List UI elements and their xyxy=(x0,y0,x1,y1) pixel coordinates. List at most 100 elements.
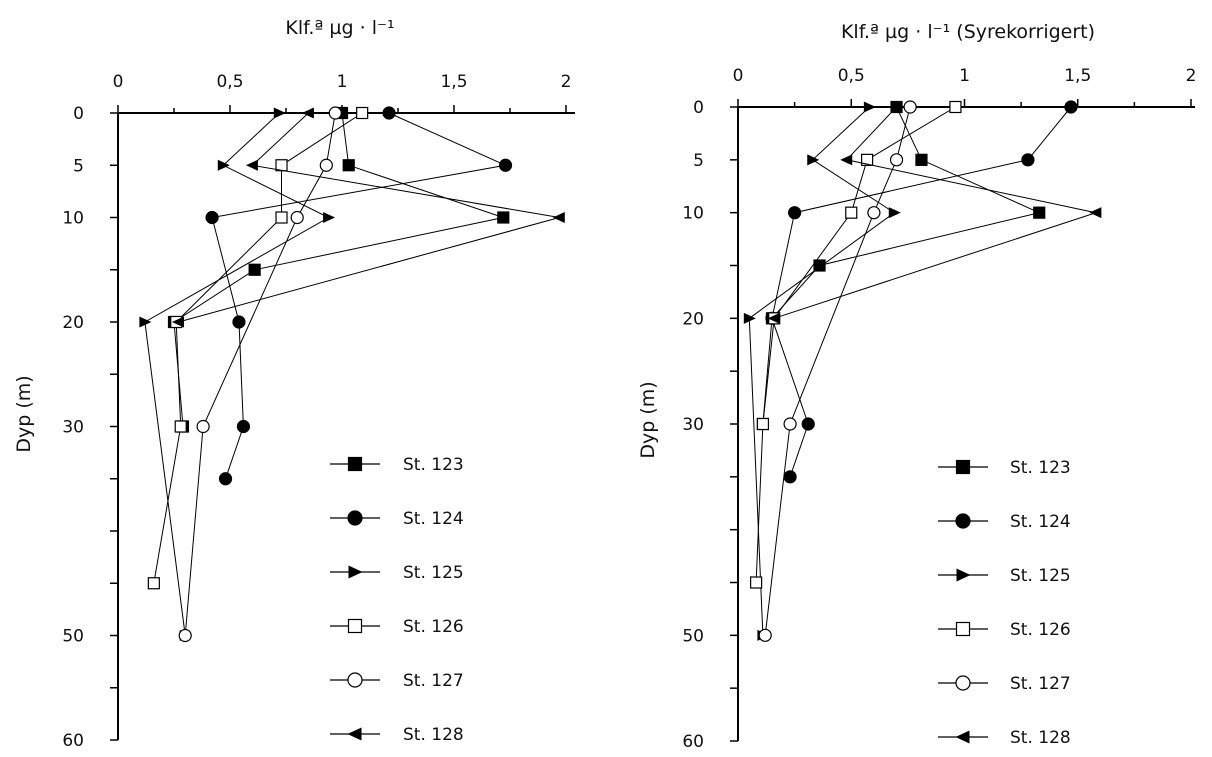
data-point xyxy=(801,417,815,431)
series-line xyxy=(771,106,1072,477)
legend-item: St. 124 xyxy=(330,509,464,529)
data-point xyxy=(218,472,233,486)
data-point xyxy=(248,263,261,276)
data-point xyxy=(949,100,962,114)
x-tick-label: 1,5 xyxy=(440,72,467,92)
data-point xyxy=(301,107,314,119)
data-point xyxy=(236,419,251,434)
legend-label: St. 127 xyxy=(1010,674,1071,694)
data-point xyxy=(232,315,246,329)
data-point xyxy=(867,206,881,220)
y-tick-label: 30 xyxy=(62,418,84,438)
series-5 xyxy=(178,106,342,643)
legend-marker xyxy=(348,565,363,579)
data-point xyxy=(290,210,304,225)
data-point xyxy=(889,153,904,167)
data-point xyxy=(196,419,210,434)
series-5 xyxy=(758,100,917,642)
data-point xyxy=(890,101,903,113)
x-tick-label: 0,5 xyxy=(838,66,865,86)
legend-label: St. 124 xyxy=(403,509,464,529)
legend-item: St. 125 xyxy=(330,563,464,583)
data-point xyxy=(807,154,820,166)
chart-title: Klf.ª µg · l⁻¹ xyxy=(285,17,394,39)
legend-marker xyxy=(347,456,363,472)
legend-item: St. 128 xyxy=(330,725,464,745)
y-tick-label: 60 xyxy=(62,731,84,751)
series-4 xyxy=(750,100,962,589)
series-line xyxy=(184,112,336,636)
x-tick-label: 0,5 xyxy=(216,72,243,92)
data-point xyxy=(1089,207,1102,219)
legend-item: St. 128 xyxy=(938,728,1071,748)
legend-marker xyxy=(956,568,971,582)
legend-label: St. 125 xyxy=(403,563,464,583)
y-axis-label: Dyp (m) xyxy=(637,381,659,458)
x-tick-label: 0 xyxy=(113,72,124,92)
data-point xyxy=(319,158,333,172)
series-line xyxy=(211,112,508,479)
data-point xyxy=(382,106,396,120)
legend-label: St. 126 xyxy=(403,617,464,637)
legend-label: St. 124 xyxy=(1010,512,1071,532)
data-point xyxy=(217,159,230,171)
y-tick-label: 5 xyxy=(73,156,84,176)
data-point xyxy=(813,259,826,272)
data-point xyxy=(767,312,780,324)
legend-marker xyxy=(347,672,363,688)
y-tick-label: 5 xyxy=(693,151,704,171)
chart-title: Klf.ª µg · l⁻¹ (Syrekorrigert) xyxy=(841,21,1095,43)
series-line xyxy=(755,106,956,583)
y-tick-label: 60 xyxy=(682,732,704,752)
data-point xyxy=(845,206,858,219)
y-tick-label: 0 xyxy=(693,98,704,118)
legend-item: St. 126 xyxy=(938,620,1071,640)
legend-marker xyxy=(955,730,970,744)
data-point xyxy=(758,628,772,642)
legend-label: St. 126 xyxy=(1010,620,1071,640)
y-tick-label: 50 xyxy=(62,627,84,647)
data-point xyxy=(342,159,355,172)
data-point xyxy=(275,211,288,224)
x-tick-label: 1 xyxy=(337,72,348,92)
legend-marker xyxy=(955,459,971,475)
data-point xyxy=(178,628,192,643)
series-line xyxy=(748,106,896,636)
y-tick-label: 20 xyxy=(62,313,84,333)
legend-item: St. 123 xyxy=(330,455,464,475)
legend-marker xyxy=(955,675,971,691)
data-point xyxy=(498,158,513,172)
data-point xyxy=(840,154,853,166)
legend-item: St. 125 xyxy=(938,566,1071,586)
data-point xyxy=(497,211,510,224)
data-point xyxy=(356,106,369,120)
series-line xyxy=(764,106,911,636)
data-point xyxy=(861,153,874,166)
legend-label: St. 123 xyxy=(403,455,464,475)
legend-marker xyxy=(347,510,363,526)
data-point xyxy=(273,107,286,119)
legend-label: St. 127 xyxy=(403,671,464,691)
legend-label: St. 128 xyxy=(1010,728,1071,748)
y-tick-label: 10 xyxy=(62,209,84,229)
y-tick-label: 20 xyxy=(682,309,704,329)
data-point xyxy=(323,212,336,223)
data-point xyxy=(147,577,160,590)
y-tick-label: 30 xyxy=(682,415,704,435)
legend-marker xyxy=(347,618,363,634)
series-1 xyxy=(756,100,1046,431)
legend-item: St. 127 xyxy=(330,671,464,691)
legend-item: St. 126 xyxy=(330,617,464,637)
data-point xyxy=(888,207,901,219)
series-line xyxy=(178,112,560,323)
data-point xyxy=(750,576,763,589)
series-2 xyxy=(205,106,513,486)
chart-panel-2: Klf.ª µg · l⁻¹ (Syrekorrigert) Dyp (m) 0 0,… xyxy=(637,21,1196,752)
data-point xyxy=(245,159,258,171)
data-point xyxy=(1064,100,1078,114)
data-point xyxy=(171,316,184,328)
series-6 xyxy=(171,107,565,328)
data-point xyxy=(1033,206,1046,219)
